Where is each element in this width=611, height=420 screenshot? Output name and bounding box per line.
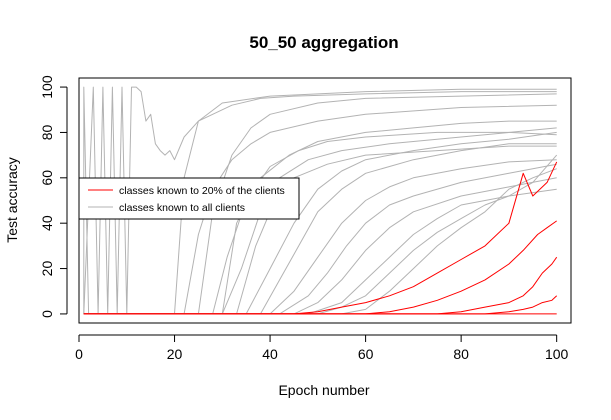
- y-tick-label-80: 80: [39, 124, 55, 140]
- series-line-gray-11: [83, 127, 557, 315]
- legend-label-20pct: classes known to 20% of the clients: [119, 185, 285, 197]
- y-tick-label-60: 60: [39, 170, 55, 186]
- legend: classes known to 20% of the clients clas…: [78, 177, 300, 220]
- x-tick-label-0: 0: [75, 346, 83, 362]
- series-line-gray-3: [83, 104, 557, 315]
- y-tick-label-40: 40: [39, 215, 55, 231]
- chart-title: 50_50 aggregation: [249, 33, 398, 52]
- series-line-gray-8: [83, 163, 557, 315]
- x-tick-label-100: 100: [545, 346, 569, 362]
- series-line-gray-10: [83, 188, 557, 315]
- legend-label-all: classes known to all clients: [119, 202, 245, 214]
- series-line-red-16: [83, 161, 558, 315]
- series-line-gray-14: [83, 168, 557, 315]
- y-tick-label-100: 100: [39, 75, 55, 99]
- x-tick-label-40: 40: [262, 346, 278, 362]
- series-line-red-18: [83, 256, 558, 315]
- y-axis-label: Test accuracy: [4, 157, 20, 243]
- x-tick-label-60: 60: [358, 346, 374, 362]
- series-line-red-17: [83, 220, 557, 315]
- x-axis: 0 20 40 60 80 100: [75, 334, 569, 362]
- series-layer: [83, 86, 558, 315]
- series-line-gray-5: [83, 131, 557, 315]
- series-line-gray-4: [83, 120, 557, 315]
- x-tick-label-20: 20: [167, 346, 183, 362]
- y-tick-label-20: 20: [39, 261, 55, 277]
- series-line-gray-12: [83, 145, 557, 315]
- legend-box: [78, 177, 300, 220]
- series-line-gray-7: [83, 159, 557, 315]
- y-tick-label-0: 0: [39, 310, 55, 318]
- y-axis: 0 20 40 60 80 100: [39, 75, 68, 318]
- series-line-gray-2: [83, 93, 557, 315]
- x-axis-label: Epoch number: [278, 382, 369, 398]
- series-line-gray-15: [83, 131, 557, 315]
- series-line-gray-9: [83, 177, 557, 315]
- series-line-gray-6: [83, 143, 557, 315]
- x-tick-label-80: 80: [453, 346, 469, 362]
